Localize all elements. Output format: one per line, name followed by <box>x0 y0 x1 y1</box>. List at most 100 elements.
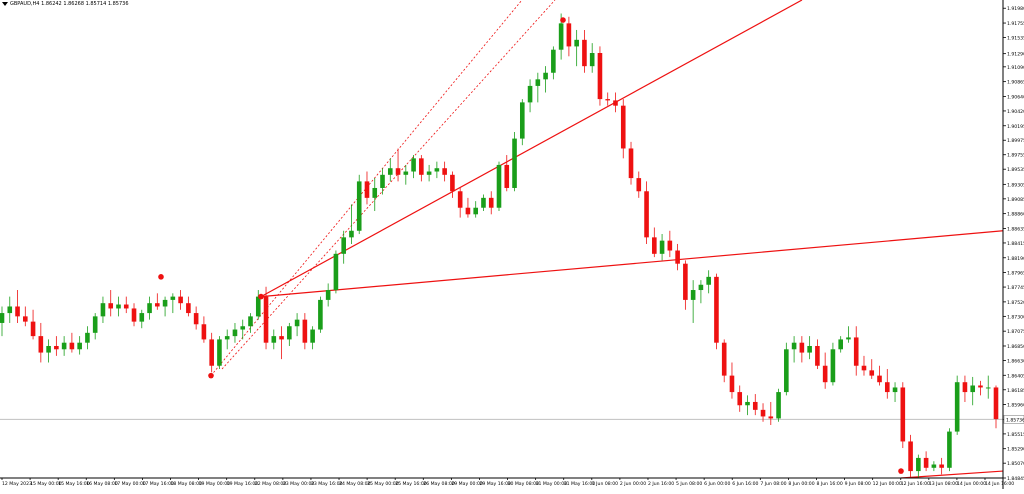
candle[interactable] <box>900 382 906 449</box>
candle[interactable] <box>667 230 673 258</box>
candle[interactable] <box>815 339 820 370</box>
candle[interactable] <box>954 375 960 435</box>
candle[interactable] <box>271 329 277 350</box>
candle[interactable] <box>201 316 207 343</box>
candle[interactable] <box>683 260 688 310</box>
candle[interactable] <box>155 293 160 310</box>
trendline[interactable] <box>260 0 803 298</box>
chevron-down-icon[interactable] <box>2 1 8 6</box>
candle[interactable] <box>465 197 471 218</box>
candle[interactable] <box>209 332 214 373</box>
candle[interactable] <box>224 329 230 350</box>
candle[interactable] <box>784 342 789 396</box>
candle[interactable] <box>310 326 315 350</box>
candle[interactable] <box>131 303 137 327</box>
candle[interactable] <box>232 322 238 343</box>
candle[interactable] <box>644 181 649 244</box>
candle[interactable] <box>628 141 634 185</box>
candle[interactable] <box>248 313 253 333</box>
candle[interactable] <box>768 401 774 425</box>
candle[interactable] <box>294 313 300 337</box>
candle[interactable] <box>675 243 680 271</box>
candle[interactable] <box>504 155 510 192</box>
anchor-point[interactable] <box>158 274 164 280</box>
candle[interactable] <box>473 201 479 218</box>
candle[interactable] <box>240 319 246 340</box>
candle[interactable] <box>419 155 424 182</box>
candle[interactable] <box>613 92 618 113</box>
candle[interactable] <box>659 234 665 261</box>
trendline[interactable] <box>221 0 556 370</box>
candle[interactable] <box>364 171 370 205</box>
candle[interactable] <box>947 428 952 472</box>
candle[interactable] <box>752 394 758 416</box>
candle[interactable] <box>776 388 781 422</box>
candle[interactable] <box>496 161 502 212</box>
candle[interactable] <box>193 306 199 330</box>
candle[interactable] <box>791 336 797 363</box>
candle[interactable] <box>403 164 409 185</box>
candle[interactable] <box>318 296 323 333</box>
candle[interactable] <box>69 332 75 353</box>
candle[interactable] <box>30 309 36 340</box>
candle[interactable] <box>714 273 719 350</box>
candle[interactable] <box>356 174 362 235</box>
candle[interactable] <box>123 296 129 314</box>
candle[interactable] <box>325 283 331 307</box>
candle[interactable] <box>108 290 114 317</box>
candle[interactable] <box>302 313 308 350</box>
candle[interactable] <box>838 336 843 353</box>
candle[interactable] <box>993 385 999 429</box>
candle[interactable] <box>170 293 176 314</box>
candle[interactable] <box>349 204 354 244</box>
anchor-point[interactable] <box>258 293 264 300</box>
candle[interactable] <box>38 322 44 363</box>
candle[interactable] <box>186 296 191 317</box>
trendline[interactable] <box>210 0 523 376</box>
candle[interactable] <box>892 382 898 402</box>
candle[interactable] <box>551 46 556 80</box>
candle[interactable] <box>985 375 991 399</box>
candle[interactable] <box>116 296 121 317</box>
candle[interactable] <box>100 296 106 323</box>
candle[interactable] <box>395 148 401 182</box>
candle[interactable] <box>745 395 750 416</box>
candle[interactable] <box>387 158 393 182</box>
anchor-point[interactable] <box>560 17 566 23</box>
candle[interactable] <box>217 336 222 370</box>
candle[interactable] <box>61 336 67 356</box>
candle[interactable] <box>434 161 440 179</box>
candle[interactable] <box>147 296 152 320</box>
candle[interactable] <box>92 313 98 340</box>
candle[interactable] <box>481 194 486 212</box>
candle[interactable] <box>139 309 145 329</box>
candle[interactable] <box>589 43 595 73</box>
candle[interactable] <box>807 336 812 360</box>
candle[interactable] <box>636 171 642 198</box>
candle[interactable] <box>869 359 875 379</box>
candle[interactable] <box>605 92 611 106</box>
candle[interactable] <box>799 336 805 363</box>
candle[interactable] <box>582 29 587 73</box>
candle[interactable] <box>597 46 603 106</box>
candle[interactable] <box>162 296 168 317</box>
candle[interactable] <box>263 286 269 350</box>
candle[interactable] <box>846 326 851 343</box>
candle[interactable] <box>0 306 5 337</box>
candle[interactable] <box>450 171 455 198</box>
candle[interactable] <box>411 155 416 179</box>
candle[interactable] <box>380 168 385 195</box>
candle[interactable] <box>908 434 913 478</box>
candle[interactable] <box>287 322 292 346</box>
candle[interactable] <box>46 339 51 363</box>
candle[interactable] <box>22 306 28 327</box>
anchor-point[interactable] <box>208 372 214 379</box>
candle[interactable] <box>861 355 867 376</box>
candle[interactable] <box>652 227 657 258</box>
candle[interactable] <box>923 451 929 472</box>
candle[interactable] <box>853 326 859 376</box>
candle[interactable] <box>706 270 711 294</box>
candle[interactable] <box>574 29 579 67</box>
candle[interactable] <box>54 336 59 356</box>
candle[interactable] <box>962 375 968 402</box>
